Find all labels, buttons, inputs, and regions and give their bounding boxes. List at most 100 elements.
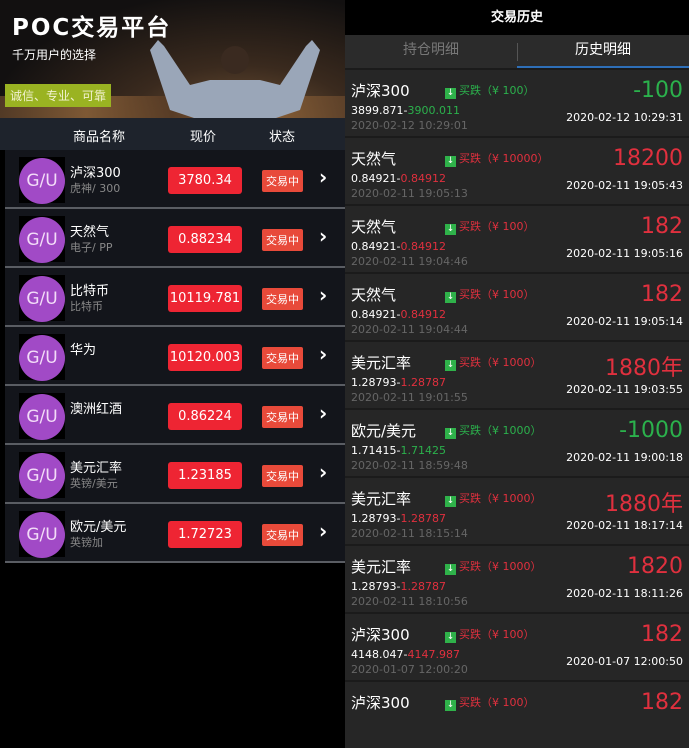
tab-history[interactable]: 历史明细 [517,35,689,68]
open-time: 2020-02-11 19:01:55 [351,391,468,404]
chevron-right-icon[interactable]: › [319,165,328,189]
direction-label: ↓ 买跌（¥ 100） [445,694,535,711]
header-name: 商品名称 [73,130,126,145]
history-item[interactable]: 美元汇率 ↓ 买跌（¥ 1000） 1.28793-1.28787 2020-02… [345,340,689,408]
direction-text: 买跌（¥ 1000） [459,492,542,505]
product-row[interactable]: G/U 华为 10120.003 交易中 › [5,327,345,386]
chevron-right-icon[interactable]: › [319,460,328,484]
arrow-down-icon: ↓ [445,360,456,371]
chevron-right-icon[interactable]: › [319,519,328,543]
close-time: 2020-02-11 19:05:16 [566,247,683,260]
current-price: 3780.34 [168,167,242,194]
product-name: 比特币 [70,284,110,299]
item-name: 泸深300 [351,694,410,712]
history-item[interactable]: 泸深300 ↓ 买跌（¥ 100） 182 [345,680,689,748]
close-time: 2020-02-12 10:29:31 [566,111,683,124]
close-price: 1.71425 [400,444,446,457]
item-name: 天然气 [351,218,397,236]
product-row[interactable]: G/U 澳洲红酒 0.86224 交易中 › [5,386,345,445]
product-list-screen: POC交易平台 千万用户的选择 诚信、专业、可靠 商品名称 现价 状态 G/U … [0,0,345,700]
price-range: 1.28793-1.28787 [351,580,446,593]
direction-text: 买跌（¥ 100） [459,628,535,641]
avatar: G/U [19,512,65,558]
open-price: 0.84921- [351,240,401,253]
close-price: 1.28787 [400,376,446,389]
avatar: G/U [19,453,65,499]
arrow-down-icon: ↓ [445,428,456,439]
arrow-down-icon: ↓ [445,224,456,235]
table-header: 商品名称 现价 状态 [0,118,345,150]
product-row[interactable]: G/U 比特币 比特币 10119.781 交易中 › [5,268,345,327]
history-item[interactable]: 欧元/美元 ↓ 买跌（¥ 1000） 1.71415-1.71425 2020-0… [345,408,689,476]
status-badge: 交易中 [262,347,303,369]
arrow-down-icon: ↓ [445,564,456,575]
direction-text: 买跌（¥ 100） [459,288,535,301]
profit-value: -1000 [619,418,683,443]
current-price: 10119.781 [168,285,242,312]
chevron-right-icon[interactable]: › [319,224,328,248]
price-range: 4148.047-4147.987 [351,648,460,661]
status-badge: 交易中 [262,465,303,487]
current-price: 1.72723 [168,521,242,548]
open-time: 2020-02-12 10:29:01 [351,119,468,132]
open-time: 2020-02-11 19:04:46 [351,255,468,268]
status-badge: 交易中 [262,288,303,310]
open-price: 1.28793- [351,376,401,389]
profit-value: 1880年 [605,492,683,517]
product-row[interactable]: G/U 天然气 电子/ PP 0.88234 交易中 › [5,209,345,268]
history-item[interactable]: 天然气 ↓ 买跌（¥ 100） 0.84921-0.84912 2020-02-1… [345,272,689,340]
current-price: 0.88234 [168,226,242,253]
chevron-right-icon[interactable]: › [319,342,328,366]
product-name: 澳洲红酒 [70,402,123,417]
history-item[interactable]: 美元汇率 ↓ 买跌（¥ 1000） 1.28793-1.28787 2020-02… [345,476,689,544]
history-item[interactable]: 泸深300 ↓ 买跌（¥ 100） 3899.871-3900.011 2020-… [345,68,689,136]
celebrating-man-image [150,40,320,118]
close-price: 4147.987 [407,648,460,661]
product-name: 泸深300 [70,166,121,181]
current-price: 0.86224 [168,403,242,430]
banner-tag: 诚信、专业、可靠 [5,84,112,107]
chevron-right-icon[interactable]: › [319,283,328,307]
close-time: 2020-02-11 19:03:55 [566,383,683,396]
item-name: 泸深300 [351,626,410,644]
platform-title: POC交易平台 [12,15,172,41]
profit-value: 182 [641,282,683,307]
status-badge: 交易中 [262,524,303,546]
open-price: 1.28793- [351,512,401,525]
price-range: 1.28793-1.28787 [351,376,446,389]
product-row[interactable]: G/U 欧元/美元 英镑加 1.72723 交易中 › [5,504,345,563]
profit-value: 182 [641,690,683,715]
price-range: 0.84921-0.84912 [351,172,446,185]
direction-text: 买跌（¥ 100） [459,220,535,233]
tab-positions[interactable]: 持仓明细 [403,42,459,58]
arrow-down-icon: ↓ [445,700,456,711]
current-price: 1.23185 [168,462,242,489]
close-time: 2020-01-07 12:00:50 [566,655,683,668]
price-range: 0.84921-0.84912 [351,308,446,321]
close-time: 2020-02-11 19:05:14 [566,315,683,328]
product-subtitle: 虎神/ 300 [70,182,121,195]
history-item[interactable]: 美元汇率 ↓ 买跌（¥ 1000） 1.28793-1.28787 2020-02… [345,544,689,612]
close-price: 0.84912 [400,172,446,185]
open-time: 2020-02-11 19:04:44 [351,323,468,336]
profit-value: 1820 [627,554,683,579]
open-time: 2020-02-11 19:05:13 [351,187,468,200]
history-item[interactable]: 天然气 ↓ 买跌（¥ 100） 0.84921-0.84912 2020-02-1… [345,204,689,272]
open-time: 2020-02-11 18:59:48 [351,459,468,472]
item-name: 美元汇率 [351,354,412,372]
direction-label: ↓ 买跌（¥ 100） [445,82,535,99]
direction-label: ↓ 买跌（¥ 10000） [445,150,549,167]
item-name: 泸深300 [351,82,410,100]
banner-subtitle: 千万用户的选择 [12,48,97,62]
history-item[interactable]: 天然气 ↓ 买跌（¥ 10000） 0.84921-0.84912 2020-02… [345,136,689,204]
product-list: G/U 泸深300 虎神/ 300 3780.34 交易中 › G/U 天然气 … [5,150,345,563]
price-range: 3899.871-3900.011 [351,104,460,117]
product-row[interactable]: G/U 美元汇率 英镑/美元 1.23185 交易中 › [5,445,345,504]
history-item[interactable]: 泸深300 ↓ 买跌（¥ 100） 4148.047-4147.987 2020-… [345,612,689,680]
direction-text: 买跌（¥ 1000） [459,356,542,369]
direction-text: 买跌（¥ 1000） [459,424,542,437]
product-subtitle: 英镑/美元 [70,477,118,490]
product-row[interactable]: G/U 泸深300 虎神/ 300 3780.34 交易中 › [5,150,345,209]
product-subtitle: 英镑加 [70,536,103,549]
chevron-right-icon[interactable]: › [319,401,328,425]
